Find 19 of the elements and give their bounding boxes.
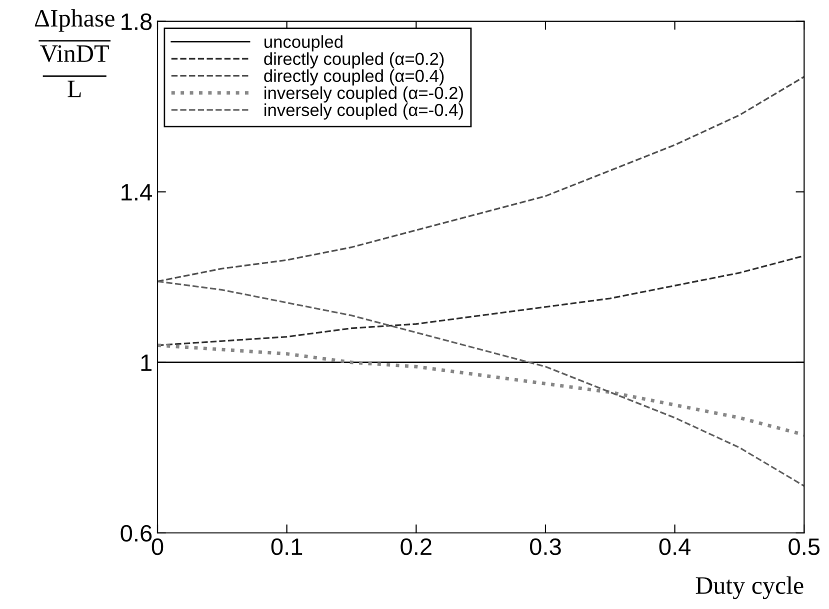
y-tick-label: 1 [141, 354, 152, 371]
legend-label: directly coupled (α=0.4) [264, 69, 444, 86]
x-tick-label: 0 [152, 538, 164, 556]
x-tick-label: 0.4 [659, 538, 691, 556]
legend-label: inversely coupled (α=-0.4) [264, 103, 463, 120]
line-series [158, 344, 804, 437]
y-tick-label: 1.8 [122, 13, 152, 30]
x-axis-title: Duty cycle [696, 576, 804, 600]
y-tick-label: 1.4 [122, 184, 152, 200]
line-series [158, 280, 804, 487]
x-tick-label: 0.3 [530, 538, 561, 556]
legend-label: uncoupled [264, 35, 342, 52]
x-tick-label: 0.5 [788, 538, 820, 556]
y-axis-title: ΔIphase VinDT L [34, 9, 114, 98]
legend-label: inversely coupled (α=-0.2) [264, 86, 463, 103]
legend-label: directly coupled (α=0.2) [264, 52, 444, 68]
x-tick-label: 0.2 [400, 538, 432, 556]
y-tick-label: 0.6 [120, 524, 152, 542]
x-tick-label: 0.1 [271, 538, 302, 556]
